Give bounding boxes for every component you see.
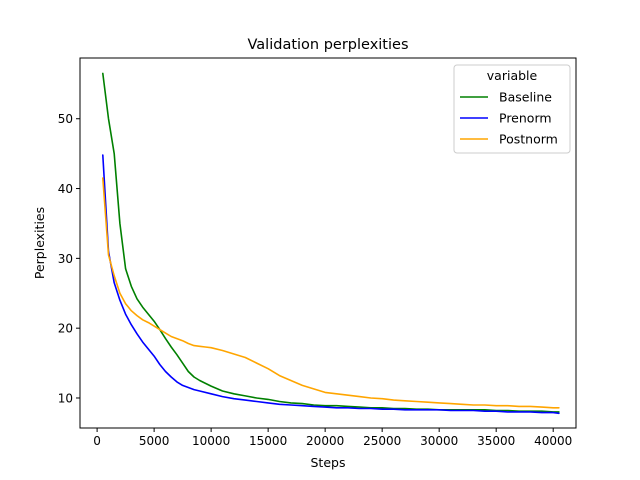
y-tick-label: 30 <box>58 252 73 266</box>
x-tick-label: 10000 <box>192 434 230 448</box>
x-axis-label: Steps <box>311 455 346 470</box>
legend-label-baseline: Baseline <box>499 90 552 105</box>
y-tick-label: 50 <box>58 112 73 126</box>
x-tick-label: 40000 <box>534 434 572 448</box>
legend-label-prenorm: Prenorm <box>499 111 552 126</box>
x-tick-label: 25000 <box>363 434 401 448</box>
chart-title: Validation perplexities <box>248 37 409 53</box>
y-axis-label: Perplexities <box>32 207 47 279</box>
x-tick-label: 30000 <box>420 434 458 448</box>
x-tick-label: 35000 <box>477 434 515 448</box>
plot-area <box>79 57 577 429</box>
x-tick-label: 0 <box>93 434 101 448</box>
x-tick-label: 5000 <box>139 434 170 448</box>
x-tick-label: 15000 <box>249 434 287 448</box>
legend-box <box>453 64 571 154</box>
series-line-prenorm <box>102 154 560 415</box>
series-line-postnorm <box>102 177 560 409</box>
legend-items: Baseline Prenorm Postnorm <box>460 90 558 147</box>
legend-label-postnorm: Postnorm <box>499 132 558 147</box>
y-tick-label: 40 <box>58 182 73 196</box>
legend: variable Baseline Prenorm Postnorm <box>453 64 571 154</box>
axes-frame <box>79 57 577 429</box>
x-axis-ticks: 0 5000 10000 15000 20000 25000 30000 35000 40000 <box>93 428 572 448</box>
legend-title: variable <box>487 68 538 83</box>
y-tick-label: 10 <box>58 391 73 405</box>
series-lines <box>102 72 560 415</box>
x-tick-label: 20000 <box>306 434 344 448</box>
y-axis-ticks: 10 20 30 40 50 <box>58 112 80 405</box>
y-tick-label: 20 <box>58 322 73 336</box>
